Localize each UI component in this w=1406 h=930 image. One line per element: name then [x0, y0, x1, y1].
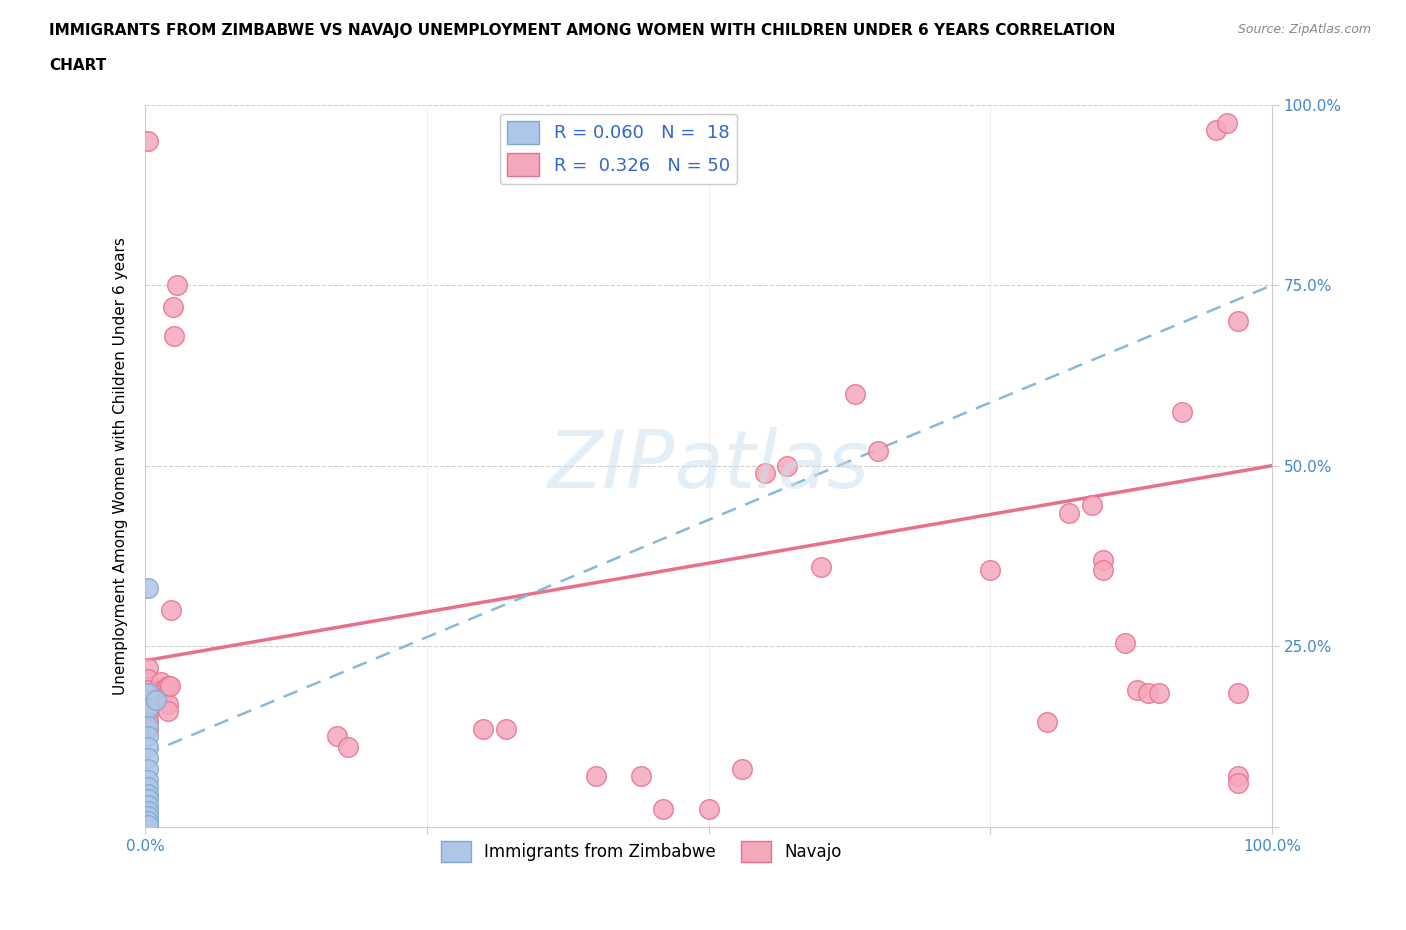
Point — [138, 682, 160, 697]
Point — [138, 708, 160, 723]
Point — [810, 559, 832, 574]
Point — [1035, 714, 1057, 729]
Point — [731, 762, 754, 777]
Point — [159, 679, 181, 694]
Point — [754, 466, 776, 481]
Point — [138, 700, 160, 715]
Point — [325, 729, 347, 744]
Point — [138, 722, 160, 737]
Point — [138, 740, 160, 755]
Point — [1227, 769, 1250, 784]
Point — [1227, 776, 1250, 790]
Point — [138, 779, 160, 794]
Point — [138, 581, 160, 596]
Point — [145, 693, 167, 708]
Point — [138, 751, 160, 765]
Point — [1126, 682, 1149, 697]
Point — [163, 328, 186, 343]
Text: ZIPatlas: ZIPatlas — [547, 427, 869, 505]
Point — [138, 685, 160, 700]
Point — [1216, 115, 1239, 130]
Point — [138, 791, 160, 806]
Point — [697, 802, 720, 817]
Y-axis label: Unemployment Among Women with Children Under 6 years: Unemployment Among Women with Children U… — [114, 237, 128, 695]
Point — [336, 740, 359, 755]
Point — [1227, 313, 1250, 328]
Point — [138, 693, 160, 708]
Point — [1091, 552, 1114, 567]
Point — [138, 700, 160, 715]
Point — [1114, 635, 1136, 650]
Point — [776, 458, 799, 473]
Point — [155, 682, 177, 697]
Point — [866, 444, 889, 458]
Point — [138, 817, 160, 832]
Point — [1080, 498, 1102, 512]
Point — [1149, 685, 1171, 700]
Text: CHART: CHART — [49, 58, 107, 73]
Point — [166, 278, 188, 293]
Point — [138, 714, 160, 729]
Point — [138, 729, 160, 744]
Point — [138, 798, 160, 813]
Point — [844, 386, 866, 401]
Point — [156, 679, 179, 694]
Point — [472, 722, 495, 737]
Point — [652, 802, 675, 817]
Point — [138, 660, 160, 675]
Point — [1205, 123, 1227, 138]
Point — [1227, 685, 1250, 700]
Point — [156, 704, 179, 719]
Legend: Immigrants from Zimbabwe, Navajo: Immigrants from Zimbabwe, Navajo — [434, 834, 848, 869]
Point — [138, 718, 160, 733]
Point — [138, 804, 160, 818]
Point — [138, 787, 160, 802]
Point — [495, 722, 517, 737]
Point — [979, 563, 1001, 578]
Point — [138, 671, 160, 686]
Point — [138, 772, 160, 787]
Point — [630, 769, 652, 784]
Point — [1057, 505, 1080, 520]
Point — [138, 762, 160, 777]
Text: IMMIGRANTS FROM ZIMBABWE VS NAVAJO UNEMPLOYMENT AMONG WOMEN WITH CHILDREN UNDER : IMMIGRANTS FROM ZIMBABWE VS NAVAJO UNEMP… — [49, 23, 1115, 38]
Point — [138, 814, 160, 829]
Text: Source: ZipAtlas.com: Source: ZipAtlas.com — [1237, 23, 1371, 36]
Point — [156, 697, 179, 711]
Point — [162, 299, 184, 314]
Point — [150, 682, 173, 697]
Point — [149, 675, 172, 690]
Point — [1091, 563, 1114, 578]
Point — [1171, 405, 1194, 419]
Point — [138, 133, 160, 148]
Point — [1137, 685, 1160, 700]
Point — [138, 808, 160, 823]
Point — [160, 603, 183, 618]
Point — [585, 769, 607, 784]
